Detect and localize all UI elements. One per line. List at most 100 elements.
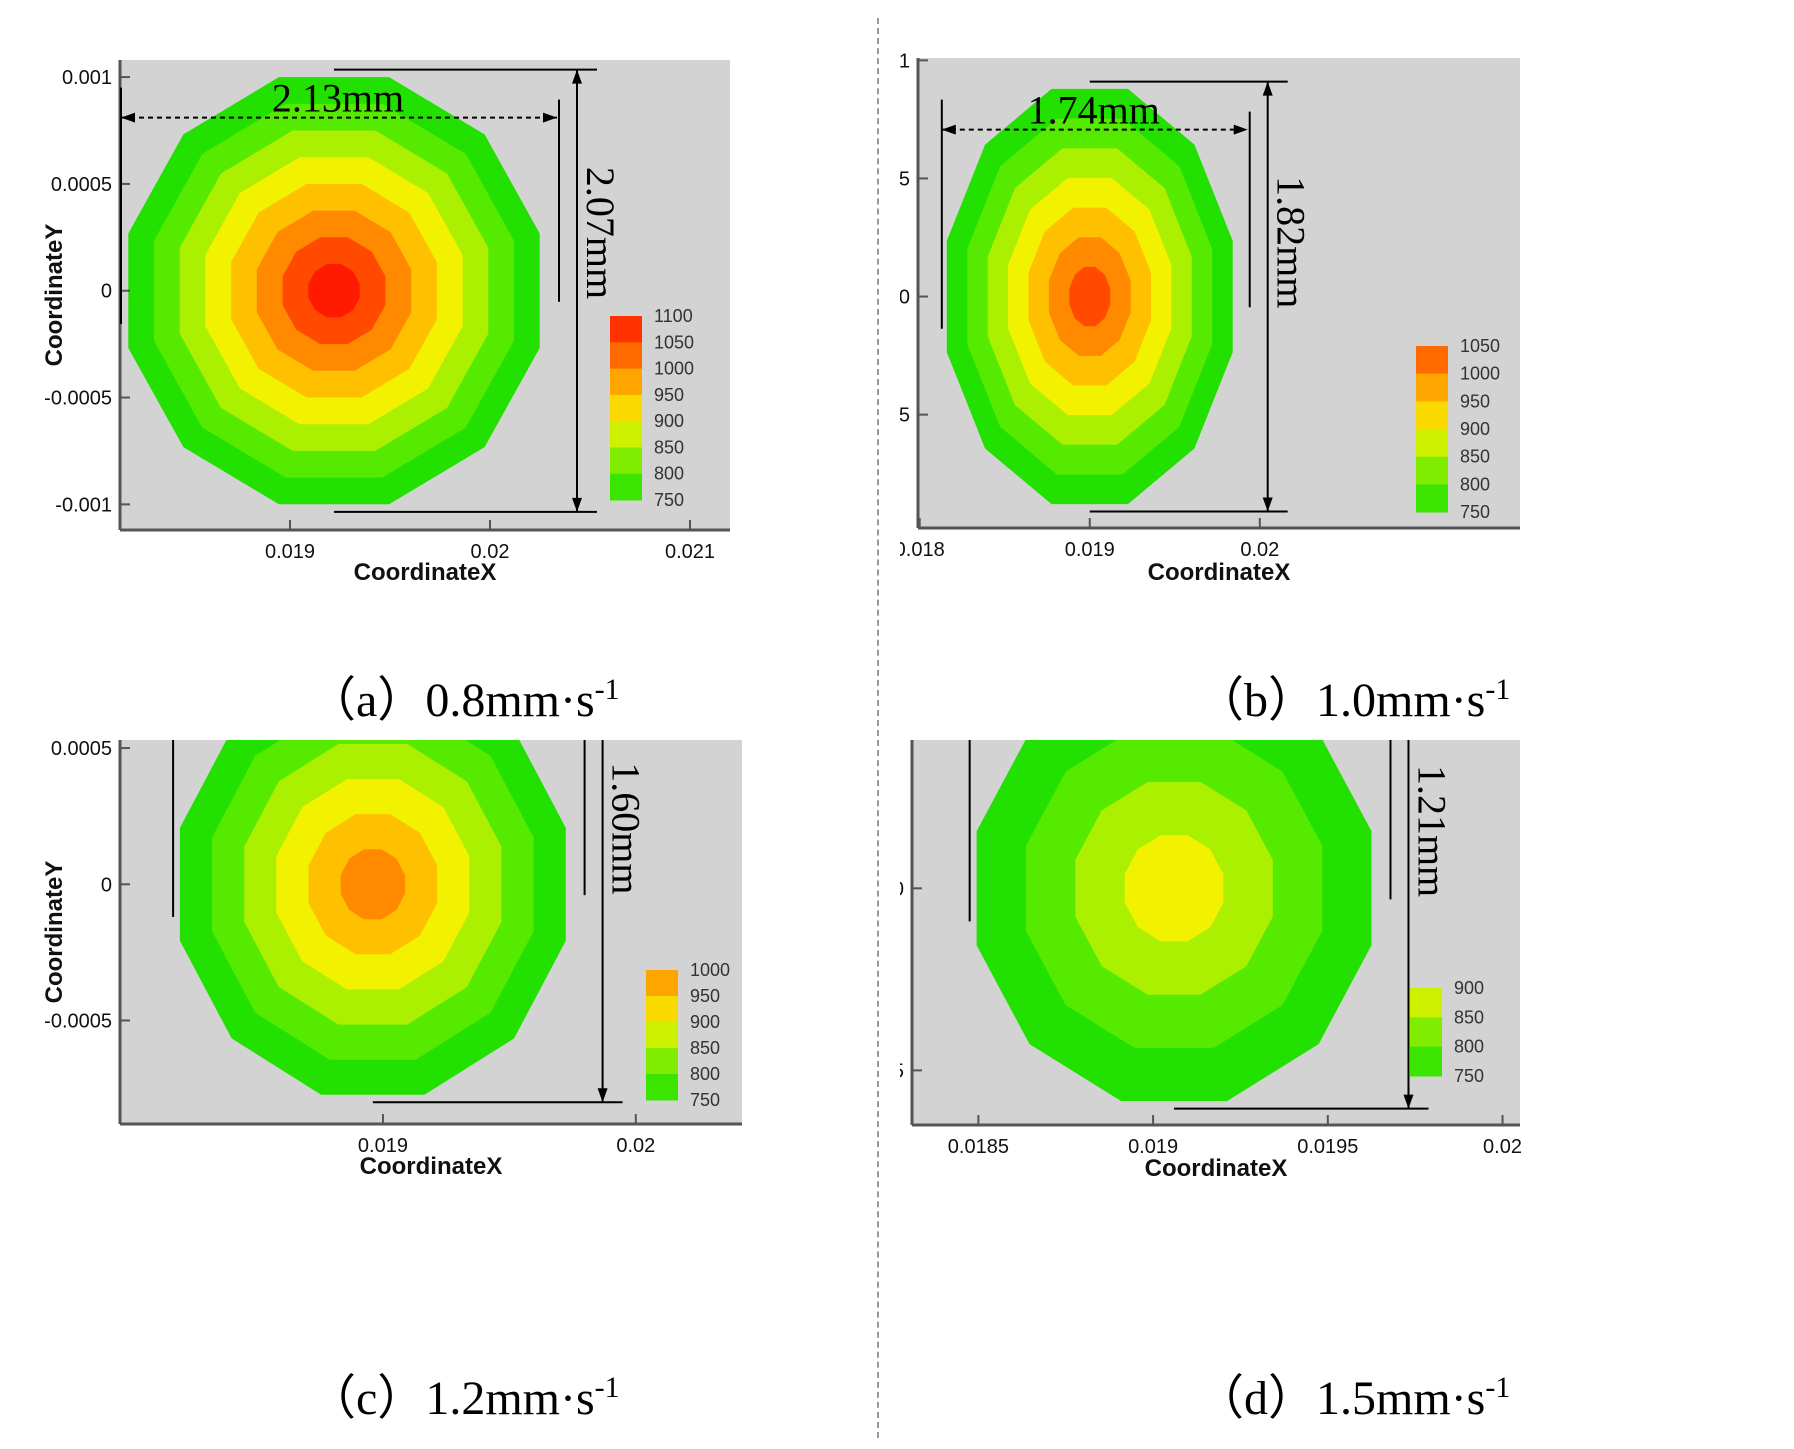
depth-label: 1.82mm xyxy=(1269,176,1314,308)
colorbar-label: 800 xyxy=(1454,1037,1484,1057)
colorbar-segment xyxy=(1416,429,1448,458)
y-tick-label: 0 xyxy=(101,281,112,303)
colorbar-label: 900 xyxy=(690,1012,720,1032)
y-axis-title: CoordinateY xyxy=(41,224,68,367)
x-tick-label: 0.02 xyxy=(616,1135,655,1157)
colorbar-label: 1000 xyxy=(690,960,730,980)
colorbar-label: 750 xyxy=(1460,502,1490,522)
y-tick-label: 0.0005 xyxy=(51,740,112,760)
panel-b-chart: 0.018 0.019 0.02 0.001 0.0005 0 -0.0005 Coordin… xyxy=(900,50,1520,586)
colorbar-segment xyxy=(1410,1046,1442,1077)
depth-label: 1.21mm xyxy=(1409,765,1454,897)
y-tick-label: 0.001 xyxy=(900,50,910,72)
contour-peak xyxy=(356,866,389,902)
colorbar-segment xyxy=(1416,456,1448,485)
colorbar-segment xyxy=(610,394,642,422)
colorbar-label: 900 xyxy=(1460,419,1490,439)
colorbar-segment xyxy=(610,342,642,370)
x-tick-label: 0.018 xyxy=(900,539,945,561)
colorbar-label: 850 xyxy=(690,1038,720,1058)
colorbar-label: 1100 xyxy=(654,306,693,326)
y-tick-label: -0.0005 xyxy=(44,388,112,410)
colorbar-label: 900 xyxy=(654,411,684,431)
width-arrow-left xyxy=(941,124,956,135)
caption-d-exponent: -1 xyxy=(1485,1371,1511,1404)
width-label: 1.74mm xyxy=(1028,88,1160,133)
colorbar-segment xyxy=(610,473,642,501)
depth-label: 1.60mm xyxy=(604,762,649,894)
colorbar-segment xyxy=(1416,401,1448,430)
x-tick-label: 0.0195 xyxy=(1297,1136,1358,1158)
colorbar-segment xyxy=(646,1048,678,1075)
colorbar-label: 1000 xyxy=(1460,364,1500,384)
colorbar-label: 850 xyxy=(654,437,684,457)
colorbar-segment xyxy=(610,421,642,448)
colorbar-label: 850 xyxy=(1454,1007,1484,1027)
y-tick-label: 0.001 xyxy=(62,67,112,89)
colorbar-segment xyxy=(646,970,678,997)
width-label: 2.13mm xyxy=(272,76,404,121)
colorbar-label: 800 xyxy=(690,1064,720,1084)
colorbar-label: 900 xyxy=(1454,978,1484,998)
colorbar-segment xyxy=(610,447,642,475)
y-axis-title: CoordinateY xyxy=(41,861,68,1004)
y-tick-label: 0 xyxy=(900,878,904,900)
x-axis-title: CoordinateX xyxy=(1148,559,1291,586)
caption-a: （a）0.8mm·s-1 xyxy=(308,660,620,730)
x-tick-label: 0.019 xyxy=(358,1135,408,1157)
caption-d: （d）1.5mm·s-1 xyxy=(1196,1358,1510,1428)
colorbar-segment xyxy=(1416,346,1448,375)
colorbar-label: 1000 xyxy=(654,359,694,379)
caption-c-exponent: -1 xyxy=(594,1371,620,1404)
y-tick-label: -0.0005 xyxy=(900,1060,904,1082)
colorbar-segment xyxy=(610,316,642,343)
caption-a-label: （a） xyxy=(308,674,426,727)
x-axis-title: CoordinateX xyxy=(354,559,497,586)
depth-arrow-top xyxy=(572,69,582,84)
x-axis-title: CoordinateX xyxy=(1145,1155,1288,1182)
x-tick-label: 0.021 xyxy=(665,541,715,563)
caption-b: （b）1.0mm·s-1 xyxy=(1196,660,1510,730)
depth-label: 2.07mm xyxy=(578,167,623,299)
colorbar-segment xyxy=(646,1022,678,1049)
caption-d-label: （d） xyxy=(1196,1372,1317,1425)
colorbar-label: 950 xyxy=(654,385,684,405)
depth-arrow-bottom xyxy=(1403,1094,1414,1109)
caption-a-exponent: -1 xyxy=(594,673,620,706)
y-tick-label: 0.0005 xyxy=(900,168,910,190)
y-tick-label: 0 xyxy=(900,287,910,309)
caption-c: （c）1.2mm·s-1 xyxy=(308,1358,620,1428)
colorbar-segment xyxy=(646,996,678,1023)
x-axis-title: CoordinateX xyxy=(360,1153,503,1180)
depth-arrow-bottom xyxy=(572,497,582,512)
caption-c-speed: 1.2mm·s xyxy=(425,1372,595,1425)
y-tick-label: 0.0005 xyxy=(51,174,112,196)
colorbar-label: 850 xyxy=(1460,447,1490,467)
colorbar-segment xyxy=(1416,484,1448,513)
colorbar-segment xyxy=(1410,1017,1442,1048)
colorbar-label: 750 xyxy=(690,1090,720,1110)
depth-arrow-bottom xyxy=(1262,497,1273,512)
x-tick-label: 0.02 xyxy=(1240,539,1279,561)
caption-b-exponent: -1 xyxy=(1485,673,1511,706)
y-tick-label: -0.0005 xyxy=(900,405,910,427)
colorbar-label: 1050 xyxy=(654,332,694,352)
contour-peak xyxy=(316,273,352,309)
x-tick-label: 0.019 xyxy=(265,541,315,563)
caption-d-speed: 1.5mm·s xyxy=(1316,1372,1486,1425)
panel-d-chart: 0.01850.0190.01950.020.00050-0.0005Coord… xyxy=(900,740,1522,1182)
colorbar-segment xyxy=(646,1074,678,1101)
colorbar-label: 750 xyxy=(654,490,684,510)
x-tick-label: 0.02 xyxy=(471,541,510,563)
colorbar-label: 750 xyxy=(1454,1066,1484,1086)
colorbar-label: 800 xyxy=(654,464,684,484)
y-tick-label: -0.0005 xyxy=(44,1010,112,1032)
x-tick-label: 0.02 xyxy=(1483,1136,1522,1158)
panel-divider xyxy=(877,18,879,1438)
y-tick-label: 0 xyxy=(101,874,112,896)
colorbar-segment xyxy=(610,368,642,396)
colorbar-segment xyxy=(1410,988,1442,1018)
colorbar-label: 1050 xyxy=(1460,336,1500,356)
x-tick-label: 0.019 xyxy=(1128,1136,1178,1158)
